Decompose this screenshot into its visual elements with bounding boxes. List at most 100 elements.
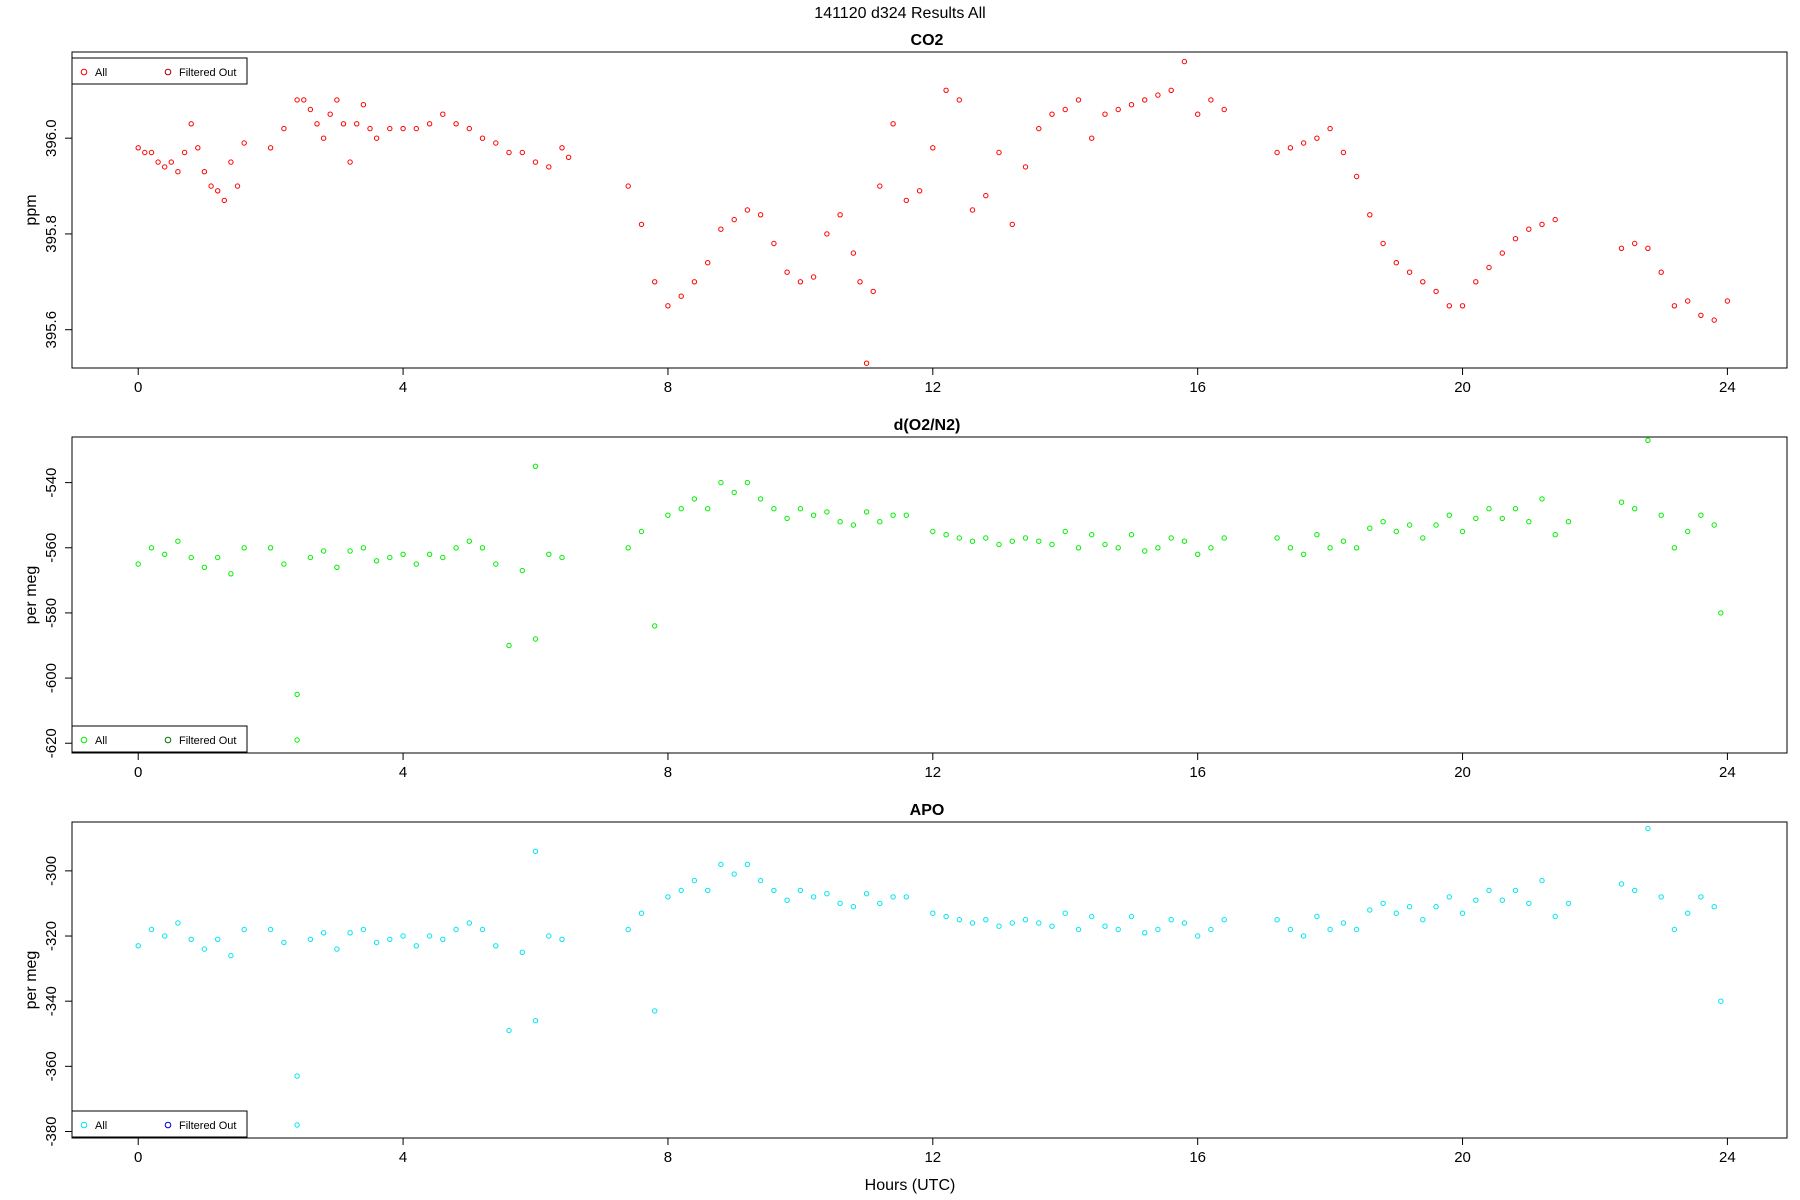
co2-data-point bbox=[155, 159, 161, 165]
do2n2-x-tick-label: 8 bbox=[664, 764, 672, 781]
apo-y-tick-label: -320 bbox=[43, 921, 60, 951]
co2-data-point bbox=[983, 192, 989, 199]
do2n2-data-point bbox=[1022, 535, 1029, 541]
apo-data-point bbox=[1446, 894, 1453, 900]
do2n2-data-point bbox=[1380, 519, 1386, 525]
apo-data-point bbox=[506, 1027, 512, 1034]
do2n2-data-point bbox=[1009, 538, 1015, 544]
do2n2-data-point bbox=[784, 515, 790, 522]
co2-data-point bbox=[731, 216, 737, 223]
apo-data-point bbox=[731, 871, 737, 877]
do2n2-data-point bbox=[1314, 532, 1320, 538]
do2n2-data-point bbox=[863, 509, 870, 515]
apo-data-point bbox=[135, 943, 141, 949]
co2-data-point bbox=[307, 106, 314, 113]
co2-data-point bbox=[234, 183, 241, 189]
co2-data-point bbox=[354, 121, 360, 127]
do2n2-data-point bbox=[175, 538, 181, 544]
co2-y-tick-label: 395.6 bbox=[43, 311, 60, 349]
co2-legend-label-all: All bbox=[95, 67, 107, 79]
do2n2-data-point bbox=[731, 489, 737, 496]
apo-data-point bbox=[1406, 904, 1413, 910]
apo-legend: All Filtered Out bbox=[71, 1110, 248, 1138]
do2n2-y-axis: -620 -600 -580 -560 -540 bbox=[43, 468, 73, 758]
co2-data-point bbox=[824, 231, 830, 237]
do2n2-y-tick-label: -580 bbox=[43, 598, 60, 628]
do2n2-data-point bbox=[718, 479, 724, 486]
co2-data-point bbox=[334, 97, 340, 103]
apo-data-point bbox=[1420, 917, 1426, 923]
apo-data-point bbox=[532, 1018, 539, 1024]
do2n2-data-point bbox=[387, 554, 393, 561]
co2-data-point bbox=[1632, 240, 1638, 247]
co2-data-point bbox=[221, 197, 228, 204]
co2-data-point bbox=[400, 125, 406, 132]
do2n2-data-point bbox=[453, 545, 459, 551]
apo-y-axis: -380 -360 -340 -320 -300 bbox=[43, 856, 73, 1147]
do2n2-data-point bbox=[1446, 512, 1453, 518]
co2-data-point bbox=[1645, 245, 1651, 252]
apo-data-point bbox=[440, 936, 446, 942]
co2-data-point bbox=[1552, 216, 1558, 223]
co2-data-point bbox=[1287, 145, 1294, 151]
apo-data-point bbox=[1618, 881, 1625, 887]
co2-data-point bbox=[1658, 269, 1664, 275]
apo-data-point bbox=[1552, 913, 1558, 920]
co2-data-point bbox=[559, 145, 565, 151]
apo-data-point bbox=[797, 887, 804, 894]
apo-data-point bbox=[1539, 877, 1545, 884]
co2-data-point bbox=[281, 125, 287, 132]
apo-data-point bbox=[413, 943, 419, 949]
apo-data-point bbox=[1340, 920, 1347, 926]
apo-data-point bbox=[1036, 920, 1042, 926]
do2n2-data-point bbox=[1274, 535, 1280, 541]
do2n2-legend-marker-all bbox=[80, 736, 88, 744]
apo-data-point bbox=[294, 1073, 300, 1079]
do2n2-data-point bbox=[1062, 528, 1068, 535]
do2n2-data-point bbox=[532, 636, 539, 642]
do2n2-data-point bbox=[1671, 545, 1678, 551]
do2n2-data-point bbox=[479, 545, 486, 551]
co2-data-point bbox=[1499, 250, 1506, 256]
do2n2-x-tick-label: 0 bbox=[134, 764, 142, 781]
do2n2-data-point bbox=[1353, 545, 1360, 551]
co2-data-point bbox=[996, 149, 1002, 156]
do2n2-data-point bbox=[1142, 548, 1148, 554]
do2n2-x-tick-label: 24 bbox=[1719, 764, 1736, 781]
do2n2-data-point bbox=[1618, 499, 1625, 505]
do2n2-data-point bbox=[215, 554, 221, 561]
co2-x-tick-label: 8 bbox=[664, 379, 672, 396]
co2-data-point bbox=[215, 188, 221, 194]
co2-data-point bbox=[1036, 125, 1042, 132]
co2-data-point bbox=[930, 145, 936, 151]
apo-legend-marker-all bbox=[80, 1121, 88, 1129]
apo-data-point bbox=[718, 861, 724, 868]
co2-data-point bbox=[1089, 135, 1095, 141]
do2n2-x-axis: 0 4 8 12 16 20 24 bbox=[134, 752, 1736, 781]
apo-x-tick-label: 8 bbox=[664, 1149, 672, 1166]
apo-data-point bbox=[652, 1008, 658, 1014]
apo-data-point bbox=[1300, 933, 1307, 939]
apo-data-point bbox=[1128, 913, 1135, 920]
do2n2-data-point bbox=[281, 561, 287, 567]
apo-data-point bbox=[810, 894, 817, 900]
apo-x-tick-label: 12 bbox=[924, 1149, 941, 1166]
co2-data-point bbox=[903, 197, 909, 204]
apo-data-point bbox=[241, 926, 247, 933]
do2n2-data-point bbox=[360, 545, 367, 551]
co2-data-point bbox=[1698, 312, 1704, 318]
co2-data-point bbox=[837, 212, 843, 218]
apo-data-point bbox=[877, 900, 883, 907]
do2n2-data-point bbox=[426, 551, 433, 557]
co2-data-point bbox=[916, 188, 923, 194]
co2-data-point bbox=[771, 240, 777, 247]
co2-data-point bbox=[638, 221, 645, 228]
co2-y-axis-label: ppm bbox=[23, 194, 40, 225]
do2n2-data-point bbox=[373, 558, 380, 564]
do2n2-title: d(O2/N2) bbox=[894, 417, 961, 434]
co2-legend-marker-all bbox=[80, 68, 88, 76]
do2n2-data-point bbox=[294, 691, 300, 698]
do2n2-data-point bbox=[824, 509, 830, 515]
apo-data-point bbox=[360, 926, 367, 933]
co2-data-point bbox=[1168, 87, 1174, 94]
